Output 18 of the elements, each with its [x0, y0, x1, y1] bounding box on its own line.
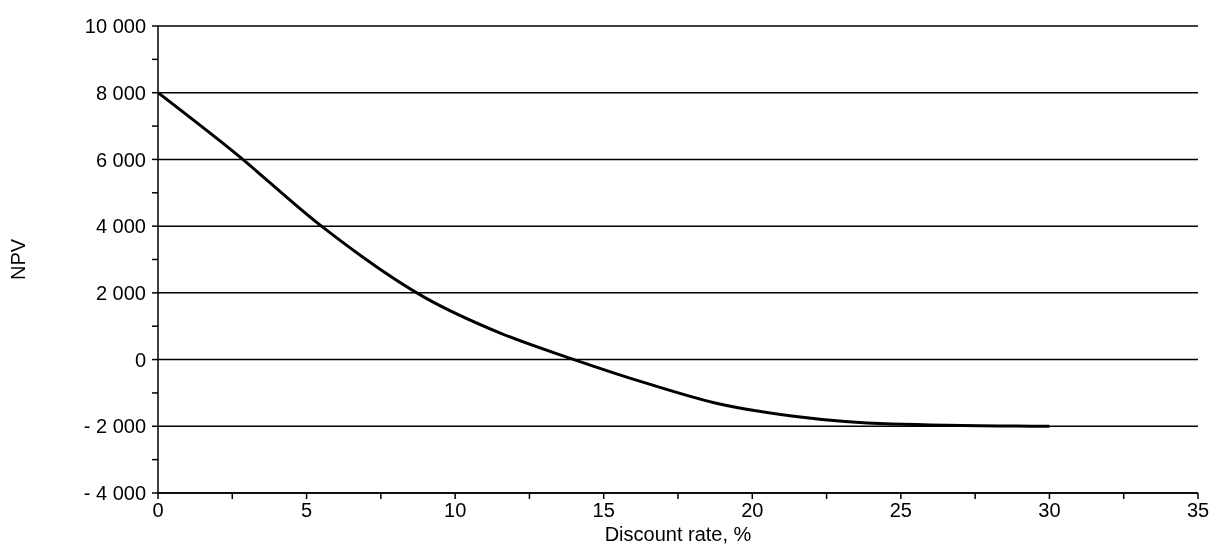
x-tick-label: 10	[444, 499, 467, 522]
y-tick-label: 0	[134, 348, 146, 371]
y-tick-label: 8 000	[95, 81, 146, 104]
x-tick-label: 30	[1038, 499, 1061, 522]
x-tick-label: 20	[741, 499, 764, 522]
x-tick-label: 35	[1186, 499, 1210, 522]
y-tick-label: 4 000	[95, 215, 146, 238]
y-tick-label: 6 000	[95, 148, 146, 171]
x-tick-label: 25	[889, 499, 912, 522]
y-tick-label: 2 000	[95, 281, 146, 304]
y-tick-label: - 2 000	[83, 415, 146, 438]
x-tick-label: 15	[592, 499, 615, 522]
y-tick-label: 10 000	[84, 15, 146, 38]
y-axis-title: NPV	[7, 238, 30, 281]
x-tick-label: 5	[301, 499, 313, 522]
x-axis-title: Discount rate, %	[604, 523, 752, 545]
y-tick-label: - 4 000	[83, 482, 146, 505]
x-tick-label: 0	[152, 499, 164, 522]
